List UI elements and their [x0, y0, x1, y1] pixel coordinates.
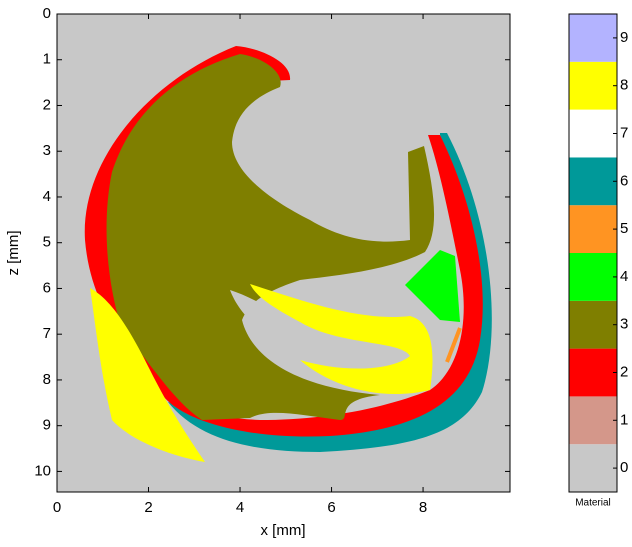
y-tick-label: 2: [43, 96, 51, 113]
x-tick-label: 8: [419, 499, 427, 516]
colorbar-tick-label: 2: [620, 363, 628, 380]
x-tick-label: 0: [53, 499, 61, 516]
colorbar-band: [569, 396, 617, 444]
colorbar-tick-label: 5: [620, 220, 628, 237]
y-tick-label: 0: [43, 5, 51, 22]
colorbar-tick-label: 7: [620, 124, 628, 141]
colorbar-band: [569, 14, 617, 62]
colorbar-band: [569, 110, 617, 158]
y-axis-label: z [mm]: [5, 231, 22, 276]
chart: x [mm] z [mm] 0 2 4 6 8 0 1 2 3 4 5 6 7 8 9 10 0 1 2 3 4 5 6 7 8…: [0, 0, 632, 542]
x-tick-label: 2: [144, 499, 152, 516]
colorbar-band: [569, 62, 617, 110]
y-tick-label: 3: [43, 142, 51, 159]
y-tick-label: 1: [43, 51, 51, 68]
y-tick-label: 4: [43, 188, 51, 205]
y-tick-label: 10: [34, 462, 51, 479]
y-tick-label: 6: [43, 279, 51, 296]
colorbar-band: [569, 157, 617, 205]
x-tick-label: 6: [327, 499, 335, 516]
colorbar-band: [569, 253, 617, 301]
colorbar-label: Material: [575, 498, 611, 509]
colorbar-tick-label: 8: [620, 77, 628, 94]
y-tick-label: 5: [43, 234, 51, 251]
colorbar-tick-label: 3: [620, 316, 628, 333]
x-tick-label: 4: [236, 499, 244, 516]
material-map: [57, 14, 510, 492]
x-axis-label: x [mm]: [261, 522, 306, 539]
colorbar-tick-label: 4: [620, 268, 628, 285]
y-tick-label: 7: [43, 325, 51, 342]
colorbar-tick-label: 0: [620, 459, 628, 476]
colorbar-tick-label: 9: [620, 29, 628, 46]
colorbar-band: [569, 205, 617, 253]
colorbar-band: [569, 444, 617, 492]
y-tick-label: 8: [43, 371, 51, 388]
colorbar-tick-label: 6: [620, 172, 628, 189]
colorbar-tick-label: 1: [620, 411, 628, 428]
colorbar-band: [569, 301, 617, 349]
y-tick-label: 9: [43, 417, 51, 434]
colorbar-band: [569, 349, 617, 397]
